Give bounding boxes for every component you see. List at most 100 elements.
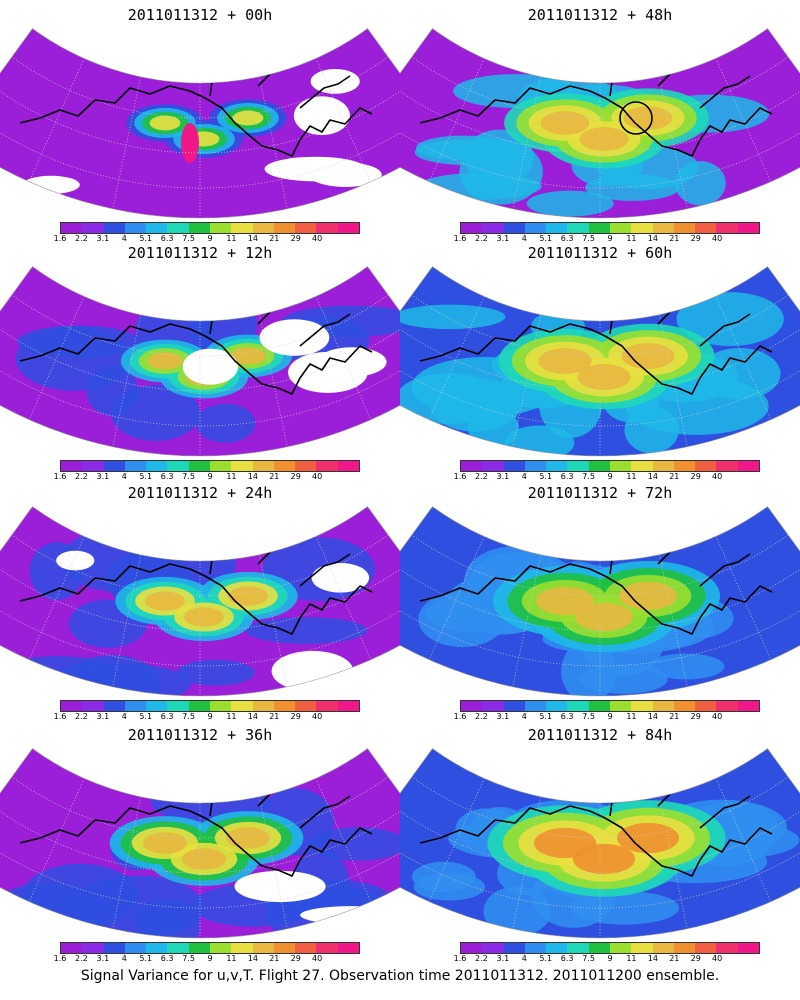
colorbar-label: 1.6 <box>53 712 67 721</box>
colorbar-swatch <box>631 461 653 471</box>
colorbar <box>60 222 360 234</box>
colorbar-swatch <box>482 701 504 711</box>
colorbar-label: 29 <box>290 712 301 721</box>
colorbar <box>460 700 760 712</box>
colorbar-label: 40 <box>712 954 723 963</box>
colorbar-swatch <box>103 943 125 953</box>
colorbar-swatch <box>588 461 610 471</box>
colorbar-swatch <box>82 701 104 711</box>
colorbar-label: 5.1 <box>139 472 153 481</box>
colorbar-swatch <box>188 701 210 711</box>
colorbar-label: 1.6 <box>53 954 67 963</box>
colorbar-swatch <box>588 223 610 233</box>
colorbar-label: 6.3 <box>560 954 574 963</box>
colorbar-labels: 1.6 2.2 3.1 4 5.1 6.3 7.5 9 11 14 21 29 40 <box>54 712 360 724</box>
colorbar-swatch <box>588 943 610 953</box>
colorbar-swatch <box>546 701 568 711</box>
colorbar-swatch <box>252 461 274 471</box>
colorbar-label: 9 <box>607 472 613 481</box>
colorbar-swatch <box>209 701 232 711</box>
colorbar-label: 2.2 <box>475 472 488 481</box>
colorbar-swatch <box>631 943 653 953</box>
colorbar-labels: 1.6 2.2 3.1 4 5.1 6.3 7.5 9 11 14 21 29 40 <box>454 234 760 246</box>
colorbar-swatch <box>461 223 483 233</box>
colorbar-label: 4 <box>521 954 527 963</box>
panel-title: 2011011312 + 24h <box>127 484 273 502</box>
colorbar-swatch <box>337 701 359 711</box>
map-panel: 2011011312 + 00h 1.6 2.2 3.1 4 5.1 6.3 7.5 9 11 14… <box>0 0 400 245</box>
colorbar-swatch <box>103 701 125 711</box>
colorbar-swatch <box>82 461 104 471</box>
colorbar-label: 11 <box>226 712 237 721</box>
colorbar-labels: 1.6 2.2 3.1 4 5.1 6.3 7.5 9 11 14 21 29 40 <box>54 234 360 246</box>
colorbar-swatch <box>588 701 610 711</box>
colorbar-label: 2.2 <box>75 954 88 963</box>
colorbar-labels: 1.6 2.2 3.1 4 5.1 6.3 7.5 9 11 14 21 29 40 <box>54 954 360 966</box>
colorbar-label: 4 <box>121 472 127 481</box>
colorbar-label: 3.1 <box>96 472 110 481</box>
colorbar-label: 1.6 <box>53 472 67 481</box>
colorbar-swatch <box>609 943 632 953</box>
colorbar-swatch <box>567 223 589 233</box>
colorbar-swatch <box>482 223 504 233</box>
colorbar-swatch <box>503 223 525 233</box>
map-panel: 2011011312 + 24h 1.6 2.2 3.1 4 5.1 6.3 7.5 9 11 14… <box>0 478 400 723</box>
colorbar-label: 21 <box>269 234 280 243</box>
colorbar-swatch <box>252 223 274 233</box>
colorbar-swatch <box>673 943 696 953</box>
colorbar-swatch <box>252 701 274 711</box>
colorbar-swatch <box>652 461 674 471</box>
figure-caption: Signal Variance for u,v,T. Flight 27. Ob… <box>80 968 720 984</box>
colorbar-swatch <box>295 701 317 711</box>
panel-title: 2011011312 + 60h <box>527 244 673 262</box>
colorbar-label: 3.1 <box>496 234 510 243</box>
colorbar-swatch <box>61 461 83 471</box>
map-panel: 2011011312 + 48h 1.6 2.2 3.1 4 5.1 6.3 7.5 9 11 14… <box>400 0 800 245</box>
colorbar-label: 11 <box>226 234 237 243</box>
colorbar-swatch <box>673 461 696 471</box>
colorbar-label: 14 <box>647 234 658 243</box>
colorbar-labels: 1.6 2.2 3.1 4 5.1 6.3 7.5 9 11 14 21 29 40 <box>454 472 760 484</box>
map-panel: 2011011312 + 36h 1.6 2.2 3.1 4 5.1 6.3 7.5 9 11 14… <box>0 720 400 965</box>
variance-map <box>400 28 800 219</box>
colorbar <box>60 460 360 472</box>
colorbar-label: 21 <box>669 234 680 243</box>
variance-map <box>400 748 800 939</box>
colorbar-swatch <box>337 943 359 953</box>
colorbar-labels: 1.6 2.2 3.1 4 5.1 6.3 7.5 9 11 14 21 29 40 <box>454 712 760 724</box>
colorbar-swatch <box>167 701 189 711</box>
colorbar-swatch <box>546 461 568 471</box>
colorbar-swatch <box>524 461 547 471</box>
colorbar-swatch <box>337 223 359 233</box>
colorbar-swatch <box>652 701 674 711</box>
colorbar-label: 11 <box>626 472 637 481</box>
colorbar-swatch <box>716 461 738 471</box>
variance-map <box>0 748 400 939</box>
colorbar-label: 7.5 <box>582 234 595 243</box>
colorbar-swatch <box>567 461 589 471</box>
colorbar-label: 2.2 <box>475 712 488 721</box>
colorbar-label: 40 <box>312 234 323 243</box>
colorbar-label: 5.1 <box>539 472 553 481</box>
colorbar-label: 6.3 <box>560 234 574 243</box>
colorbar-label: 14 <box>647 712 658 721</box>
colorbar-swatch <box>567 943 589 953</box>
colorbar-label: 3.1 <box>496 472 510 481</box>
colorbar-label: 40 <box>712 472 723 481</box>
colorbar-label: 4 <box>121 954 127 963</box>
colorbar-swatch <box>673 701 696 711</box>
panel-title: 2011011312 + 48h <box>527 6 673 24</box>
colorbar-label: 14 <box>247 472 258 481</box>
colorbar-label: 11 <box>626 712 637 721</box>
colorbar-swatch <box>167 943 189 953</box>
colorbar-label: 5.1 <box>539 954 553 963</box>
colorbar-label: 2.2 <box>75 712 88 721</box>
colorbar-label: 3.1 <box>96 234 110 243</box>
colorbar-swatch <box>231 701 253 711</box>
colorbar-label: 21 <box>269 712 280 721</box>
colorbar-label: 1.6 <box>453 234 467 243</box>
map-panel: 2011011312 + 84h 1.6 2.2 3.1 4 5.1 6.3 7.5 9 11 14… <box>400 720 800 965</box>
colorbar-label: 9 <box>207 954 213 963</box>
colorbar-label: 1.6 <box>453 472 467 481</box>
colorbar-label: 29 <box>290 234 301 243</box>
